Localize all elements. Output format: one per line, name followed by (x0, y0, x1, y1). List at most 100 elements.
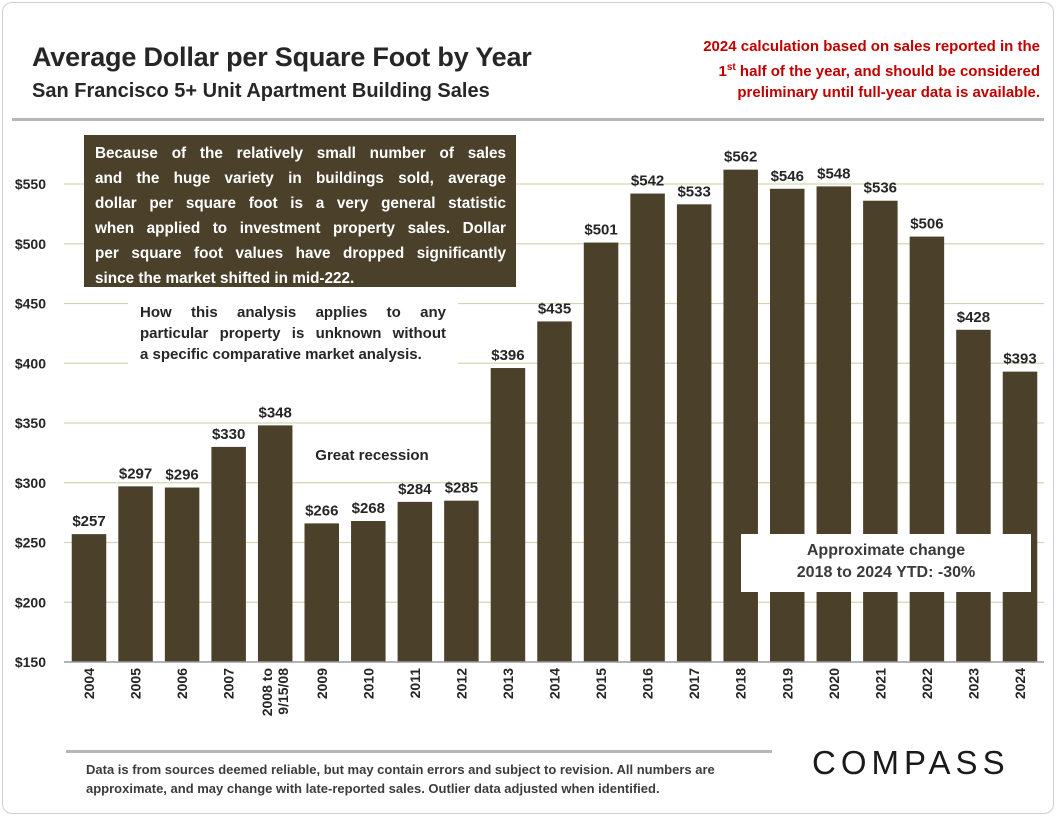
x-tick-label: 2021 (872, 668, 888, 699)
bar (956, 329, 991, 662)
info-callout-line-4: when applied to investment property sale… (95, 220, 506, 237)
analysis-note: How this analysis applies to any particu… (128, 296, 458, 374)
bar-value-label: $266 (305, 502, 338, 519)
info-callout-line-5: per square foot values have dropped sign… (95, 245, 506, 262)
bar (257, 425, 293, 662)
bar-value-label: $396 (491, 347, 524, 364)
x-tick-label: 2011 (407, 668, 423, 699)
bar-value-label: $546 (771, 168, 804, 185)
x-tick-label: 2019 (779, 668, 795, 699)
x-tick-label: 2016 (640, 668, 656, 699)
bar (909, 236, 945, 662)
x-tick-label: 2020 (826, 668, 842, 699)
x-tick-label: 2008 to9/15/08 (259, 668, 291, 716)
y-tick-label: $200 (15, 594, 46, 610)
analysis-note-line-2: particular property is unknown without (140, 325, 446, 342)
bar-value-label: $435 (538, 300, 571, 317)
info-callout-line-2: and the huge variety in buildings sold, … (95, 170, 506, 187)
bar (630, 193, 665, 662)
bar (304, 523, 339, 662)
bar (863, 200, 898, 663)
info-callout-line-1: Because of the relatively small number o… (95, 145, 506, 162)
info-callout-line-3: dollar per square foot is a very general… (95, 195, 506, 212)
bar-value-label: $348 (259, 404, 292, 421)
info-callout: Because of the relatively small number o… (84, 135, 516, 287)
x-tick-label: 2015 (593, 668, 609, 699)
bar-value-label: $330 (212, 426, 245, 443)
bar-value-label: $536 (864, 180, 897, 197)
bar-value-label: $297 (119, 465, 152, 482)
chart-subtitle: San Francisco 5+ Unit Apartment Building… (32, 80, 490, 102)
preliminary-note-ordinal-suffix: st (726, 62, 736, 73)
bar (537, 321, 572, 662)
y-tick-label: $550 (15, 176, 46, 192)
x-tick-label: 2009 (314, 668, 330, 699)
footer-divider (66, 750, 772, 753)
bar (118, 486, 153, 662)
info-callout-line-6: since the market shifted in mid-222. (95, 270, 355, 287)
bar (1002, 371, 1038, 662)
disclaimer-line-2: approximate, and may change with late-re… (86, 781, 660, 796)
x-tick-label: 2014 (547, 668, 563, 699)
bar-value-label: $296 (165, 467, 198, 484)
header-divider (12, 118, 1044, 121)
bar-value-label: $542 (631, 173, 664, 190)
x-tick-label: 2022 (919, 668, 935, 699)
x-tick-label: 2023 (965, 668, 981, 699)
y-tick-label: $300 (15, 475, 46, 491)
bar (444, 500, 479, 662)
bar-value-label: $533 (677, 183, 710, 200)
x-tick-label: 2010 (360, 668, 376, 699)
bar (164, 487, 200, 662)
preliminary-note-line-2: 1st half of the year, and should be cons… (648, 57, 1040, 82)
chart-title: Average Dollar per Square Foot by Year (32, 42, 532, 72)
bar-value-label: $562 (724, 149, 757, 166)
preliminary-note-line-1: 2024 calculation based on sales reported… (703, 38, 1040, 55)
bar (490, 368, 526, 662)
disclaimer: Data is from sources deemed reliable, bu… (86, 760, 776, 798)
x-tick-label: 2024 (1012, 668, 1028, 699)
analysis-note-line-1: How this analysis applies to any (140, 304, 446, 321)
bar-value-label: $284 (398, 481, 432, 498)
preliminary-note: 2024 calculation based on sales reported… (648, 36, 1040, 103)
y-tick-label: $400 (15, 355, 46, 371)
bar (583, 242, 619, 662)
bar-value-label: $428 (957, 309, 990, 326)
disclaimer-line-1: Data is from sources deemed reliable, bu… (86, 762, 715, 777)
x-tick-label: 2018 (733, 668, 749, 699)
change-callout-line-1: Approximate change (806, 542, 966, 559)
bar (676, 204, 712, 662)
bar-value-label: $506 (910, 216, 943, 233)
x-tick-label: 2007 (221, 668, 237, 699)
recession-label: Great recession (300, 444, 444, 470)
bar-value-label: $285 (445, 480, 478, 497)
x-tick-label: 2006 (174, 668, 190, 699)
bar (397, 501, 433, 662)
y-tick-label: $150 (15, 654, 46, 670)
y-tick-label: $500 (15, 236, 46, 252)
x-tick-label: 2017 (686, 668, 702, 699)
x-tick-label: 2013 (500, 668, 516, 699)
x-tick-label: 2004 (81, 668, 97, 699)
bar-value-label: $501 (584, 222, 617, 239)
x-tick-label: 2005 (128, 668, 144, 699)
x-tick-label: 2012 (453, 668, 469, 699)
analysis-note-line-3: a specific comparative market analysis. (140, 346, 422, 363)
bar-value-label: $257 (72, 513, 105, 530)
y-tick-label: $450 (15, 296, 46, 312)
bar (211, 446, 246, 662)
y-tick-label: $350 (15, 415, 46, 431)
bar-value-label: $268 (352, 500, 385, 517)
change-callout-line-2: 2018 to 2024 YTD: -30% (796, 564, 976, 581)
bar-value-label: $548 (817, 165, 850, 182)
y-tick-label: $250 (15, 535, 46, 551)
bar (71, 534, 107, 662)
change-callout: Approximate change 2018 to 2024 YTD: -30… (741, 534, 1031, 592)
compass-logo: COMPASS (812, 744, 1010, 781)
bar (351, 520, 386, 662)
preliminary-note-ordinal: 1 (718, 63, 727, 80)
bar-value-label: $393 (1003, 351, 1036, 368)
preliminary-note-line-2-text: half of the year, and should be consider… (735, 63, 1040, 80)
preliminary-note-line-3: preliminary until full-year data is avai… (737, 84, 1040, 101)
